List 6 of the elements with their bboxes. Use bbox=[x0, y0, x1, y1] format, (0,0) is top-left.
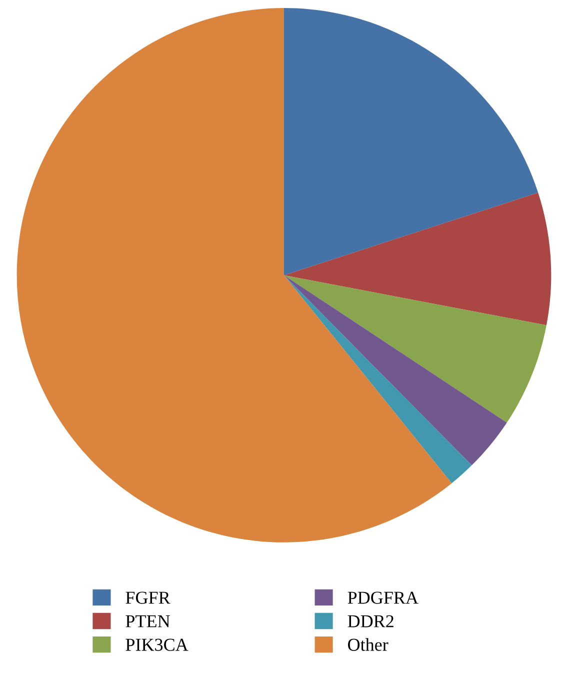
legend-label: DDR2 bbox=[348, 615, 394, 628]
legend-label: PDGFRA bbox=[348, 592, 418, 604]
legend-label: PTEN bbox=[126, 615, 170, 628]
legend-label: FGFR bbox=[126, 592, 170, 604]
legend-label: PIK3CA bbox=[126, 638, 188, 651]
legend-label: Other bbox=[348, 638, 388, 651]
